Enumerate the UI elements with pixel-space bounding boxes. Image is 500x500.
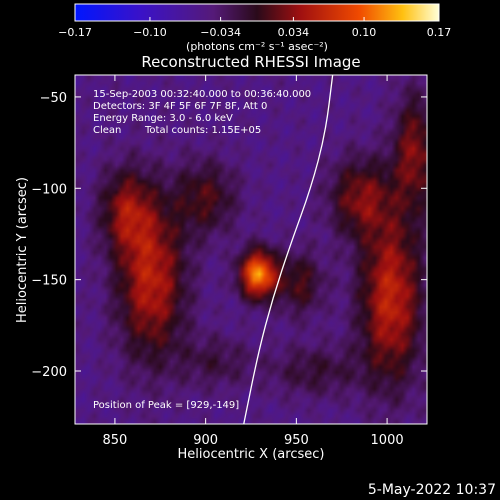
plot-area: 850 900 950 1000 −50 −100 −150 −200 [31,74,428,448]
colorbar-tick-label: −0.034 [200,26,241,39]
annotation-total-counts: Total counts: 1.15E+05 [144,125,261,136]
annotation-method: Clean [93,125,121,136]
heatmap-image [75,75,427,424]
y-tick-label: −100 [31,182,67,197]
colorbar-ticks: −0.17 −0.10 −0.034 0.034 0.10 0.17 [58,17,451,39]
annotation-detectors: Detectors: 3F 4F 5F 6F 7F 8F, Att 0 [93,101,267,112]
y-tick-label: −50 [40,91,67,106]
annotation-peak-position: Position of Peak = [929,-149] [93,400,239,411]
plot-frame [74,74,428,425]
solar-limb-curve [243,75,334,424]
y-axis-label: Heliocentric Y (arcsec) [15,177,30,323]
x-tick-label: 1000 [371,433,404,448]
annotation-energy-range: Energy Range: 3.0 - 6.0 keV [93,113,233,124]
annotations: 15-Sep-2003 00:32:40.000 to 00:36:40.000… [93,89,311,411]
colorbar-unit-label: (photons cm⁻² s⁻¹ asec⁻²) [186,40,328,53]
x-tick-label: 850 [103,433,128,448]
x-tick-label: 950 [284,433,309,448]
x-tick-label: 900 [193,433,218,448]
colorbar-tick-label: −0.10 [133,26,167,39]
x-axis-label: Heliocentric X (arcsec) [178,447,325,462]
annotation-time-range: 15-Sep-2003 00:32:40.000 to 00:36:40.000 [93,89,311,100]
colorbar: −0.17 −0.10 −0.034 0.034 0.10 0.17 (photons c… [58,3,451,53]
colorbar-tick-label: 0.10 [352,26,377,39]
colorbar-tick-label: 0.17 [427,26,452,39]
axis-ticks: 850 900 950 1000 −50 −100 −150 −200 [31,75,427,448]
chart-title: Reconstructed RHESSI Image [141,53,360,71]
y-tick-label: −200 [31,365,67,380]
plot-timestamp: 5-May-2022 10:37 [367,482,496,498]
colorbar-gradient [74,3,440,22]
colorbar-tick-label: 0.034 [278,26,310,39]
y-tick-label: −150 [31,274,67,289]
colorbar-tick-label: −0.17 [58,26,92,39]
